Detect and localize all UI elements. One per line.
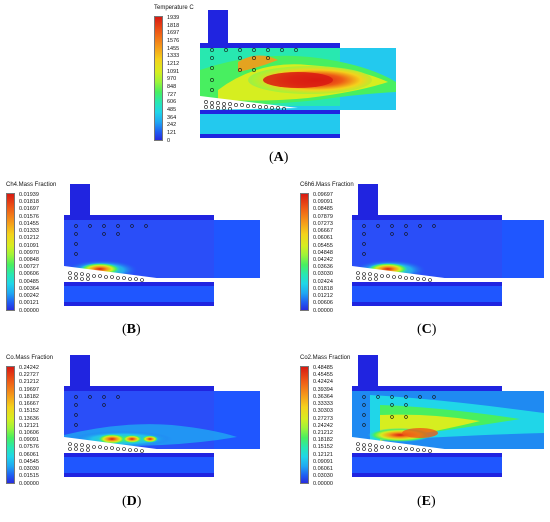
color-scale-bar — [6, 366, 15, 484]
legend-title: C6h6.Mass Fraction — [300, 182, 354, 188]
caption-d: (D) — [122, 494, 142, 509]
legend-ticks: 0.24242 0.22727 0.21212 0.19697 0.18182 0.166… — [19, 365, 39, 487]
furnace-contour-c6h6 — [352, 184, 544, 306]
color-scale-bar — [300, 193, 309, 311]
color-scale-bar — [154, 16, 163, 141]
furnace-contour-co — [64, 355, 260, 477]
legend-ticks: 1939 1818 1697 1576 1455 1333 1212 1091 970 848 72… — [167, 15, 180, 144]
color-scale-bar — [6, 193, 15, 311]
color-scale-bar — [300, 366, 309, 484]
caption-e: (E) — [417, 494, 436, 509]
legend-title: Co.Mass Fraction — [6, 355, 54, 361]
legend-title: Co2.Mass Fraction — [300, 355, 351, 361]
caption-b: (B) — [122, 322, 141, 337]
legend-title: Temperature C — [154, 5, 194, 11]
legend-ticks: 0.01939 0.01818 0.01697 0.01576 0.01455 0.013… — [19, 192, 39, 314]
legend-ticks: 0.48485 0.45455 0.42424 0.39394 0.36364 0.333… — [313, 365, 333, 487]
legend-ticks: 0.09697 0.09091 0.08485 0.07879 0.07273 0.066… — [313, 192, 333, 314]
furnace-contour-temperature — [200, 10, 396, 138]
caption-a: (A) — [269, 150, 289, 165]
caption-c: (C) — [417, 322, 437, 337]
furnace-contour-ch4 — [64, 184, 260, 306]
furnace-contour-co2 — [352, 355, 544, 477]
legend-title: Ch4.Mass Fraction — [6, 182, 57, 188]
